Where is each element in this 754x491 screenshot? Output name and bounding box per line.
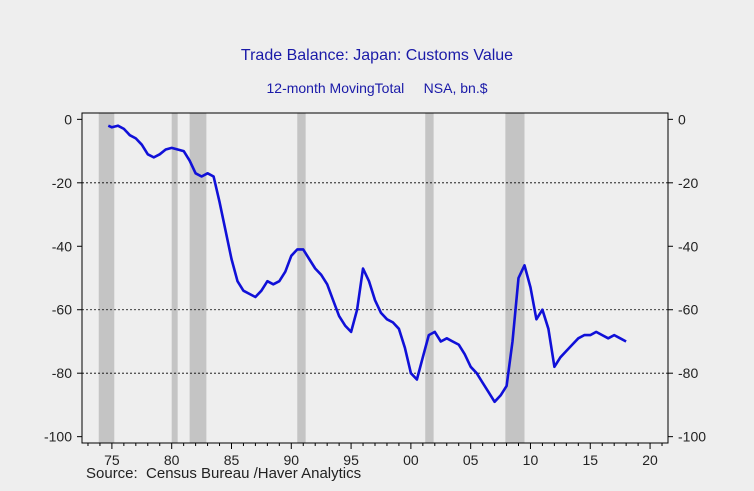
y-tick-label-left: -100 (44, 429, 72, 445)
x-tick-label: 90 (283, 452, 299, 468)
x-tick-label: 20 (642, 452, 658, 468)
recession-band (98, 113, 115, 443)
y-tick-label-right: -100 (678, 429, 706, 445)
recession-bands (98, 113, 525, 443)
y-tick-label-left: -40 (52, 238, 72, 254)
series-layer (107, 124, 627, 404)
y-tick-label-right: -40 (678, 238, 698, 254)
y-tick-label-right: -60 (678, 302, 698, 318)
plot-frame (81, 112, 669, 444)
recession-band (189, 113, 207, 443)
x-tick-label: 85 (224, 452, 240, 468)
chart-title: Trade Balance: Japan: Customs Value (240, 47, 514, 64)
x-tick-label: 75 (104, 452, 120, 468)
recession-band (425, 113, 434, 443)
recession-band (297, 113, 306, 443)
chart-subtitle: 12-month MovingTotal NSA, bn.$ (266, 80, 488, 96)
x-tick-label: 80 (164, 452, 180, 468)
y-tick-label-right: 0 (678, 111, 686, 127)
x-tick-label: 05 (463, 452, 479, 468)
recession-band (171, 113, 178, 443)
x-tick-label: 95 (343, 452, 359, 468)
y-tick-label-left: -80 (52, 365, 72, 381)
y-tick-label-right: -20 (678, 175, 698, 191)
x-tick-label: 00 (403, 452, 419, 468)
y-tick-label-left: -60 (52, 302, 72, 318)
y-tick-label-right: -80 (678, 365, 698, 381)
y-tick-label-left: -20 (52, 175, 72, 191)
y-tick-label-left: 0 (64, 111, 72, 127)
recession-band (505, 113, 525, 443)
gridlines (82, 182, 668, 374)
x-tick-label: 10 (523, 452, 539, 468)
x-tick-label: 15 (582, 452, 598, 468)
source-note: Source: Census Bureau /Haver Analytics (86, 465, 362, 482)
series-line (107, 124, 627, 404)
